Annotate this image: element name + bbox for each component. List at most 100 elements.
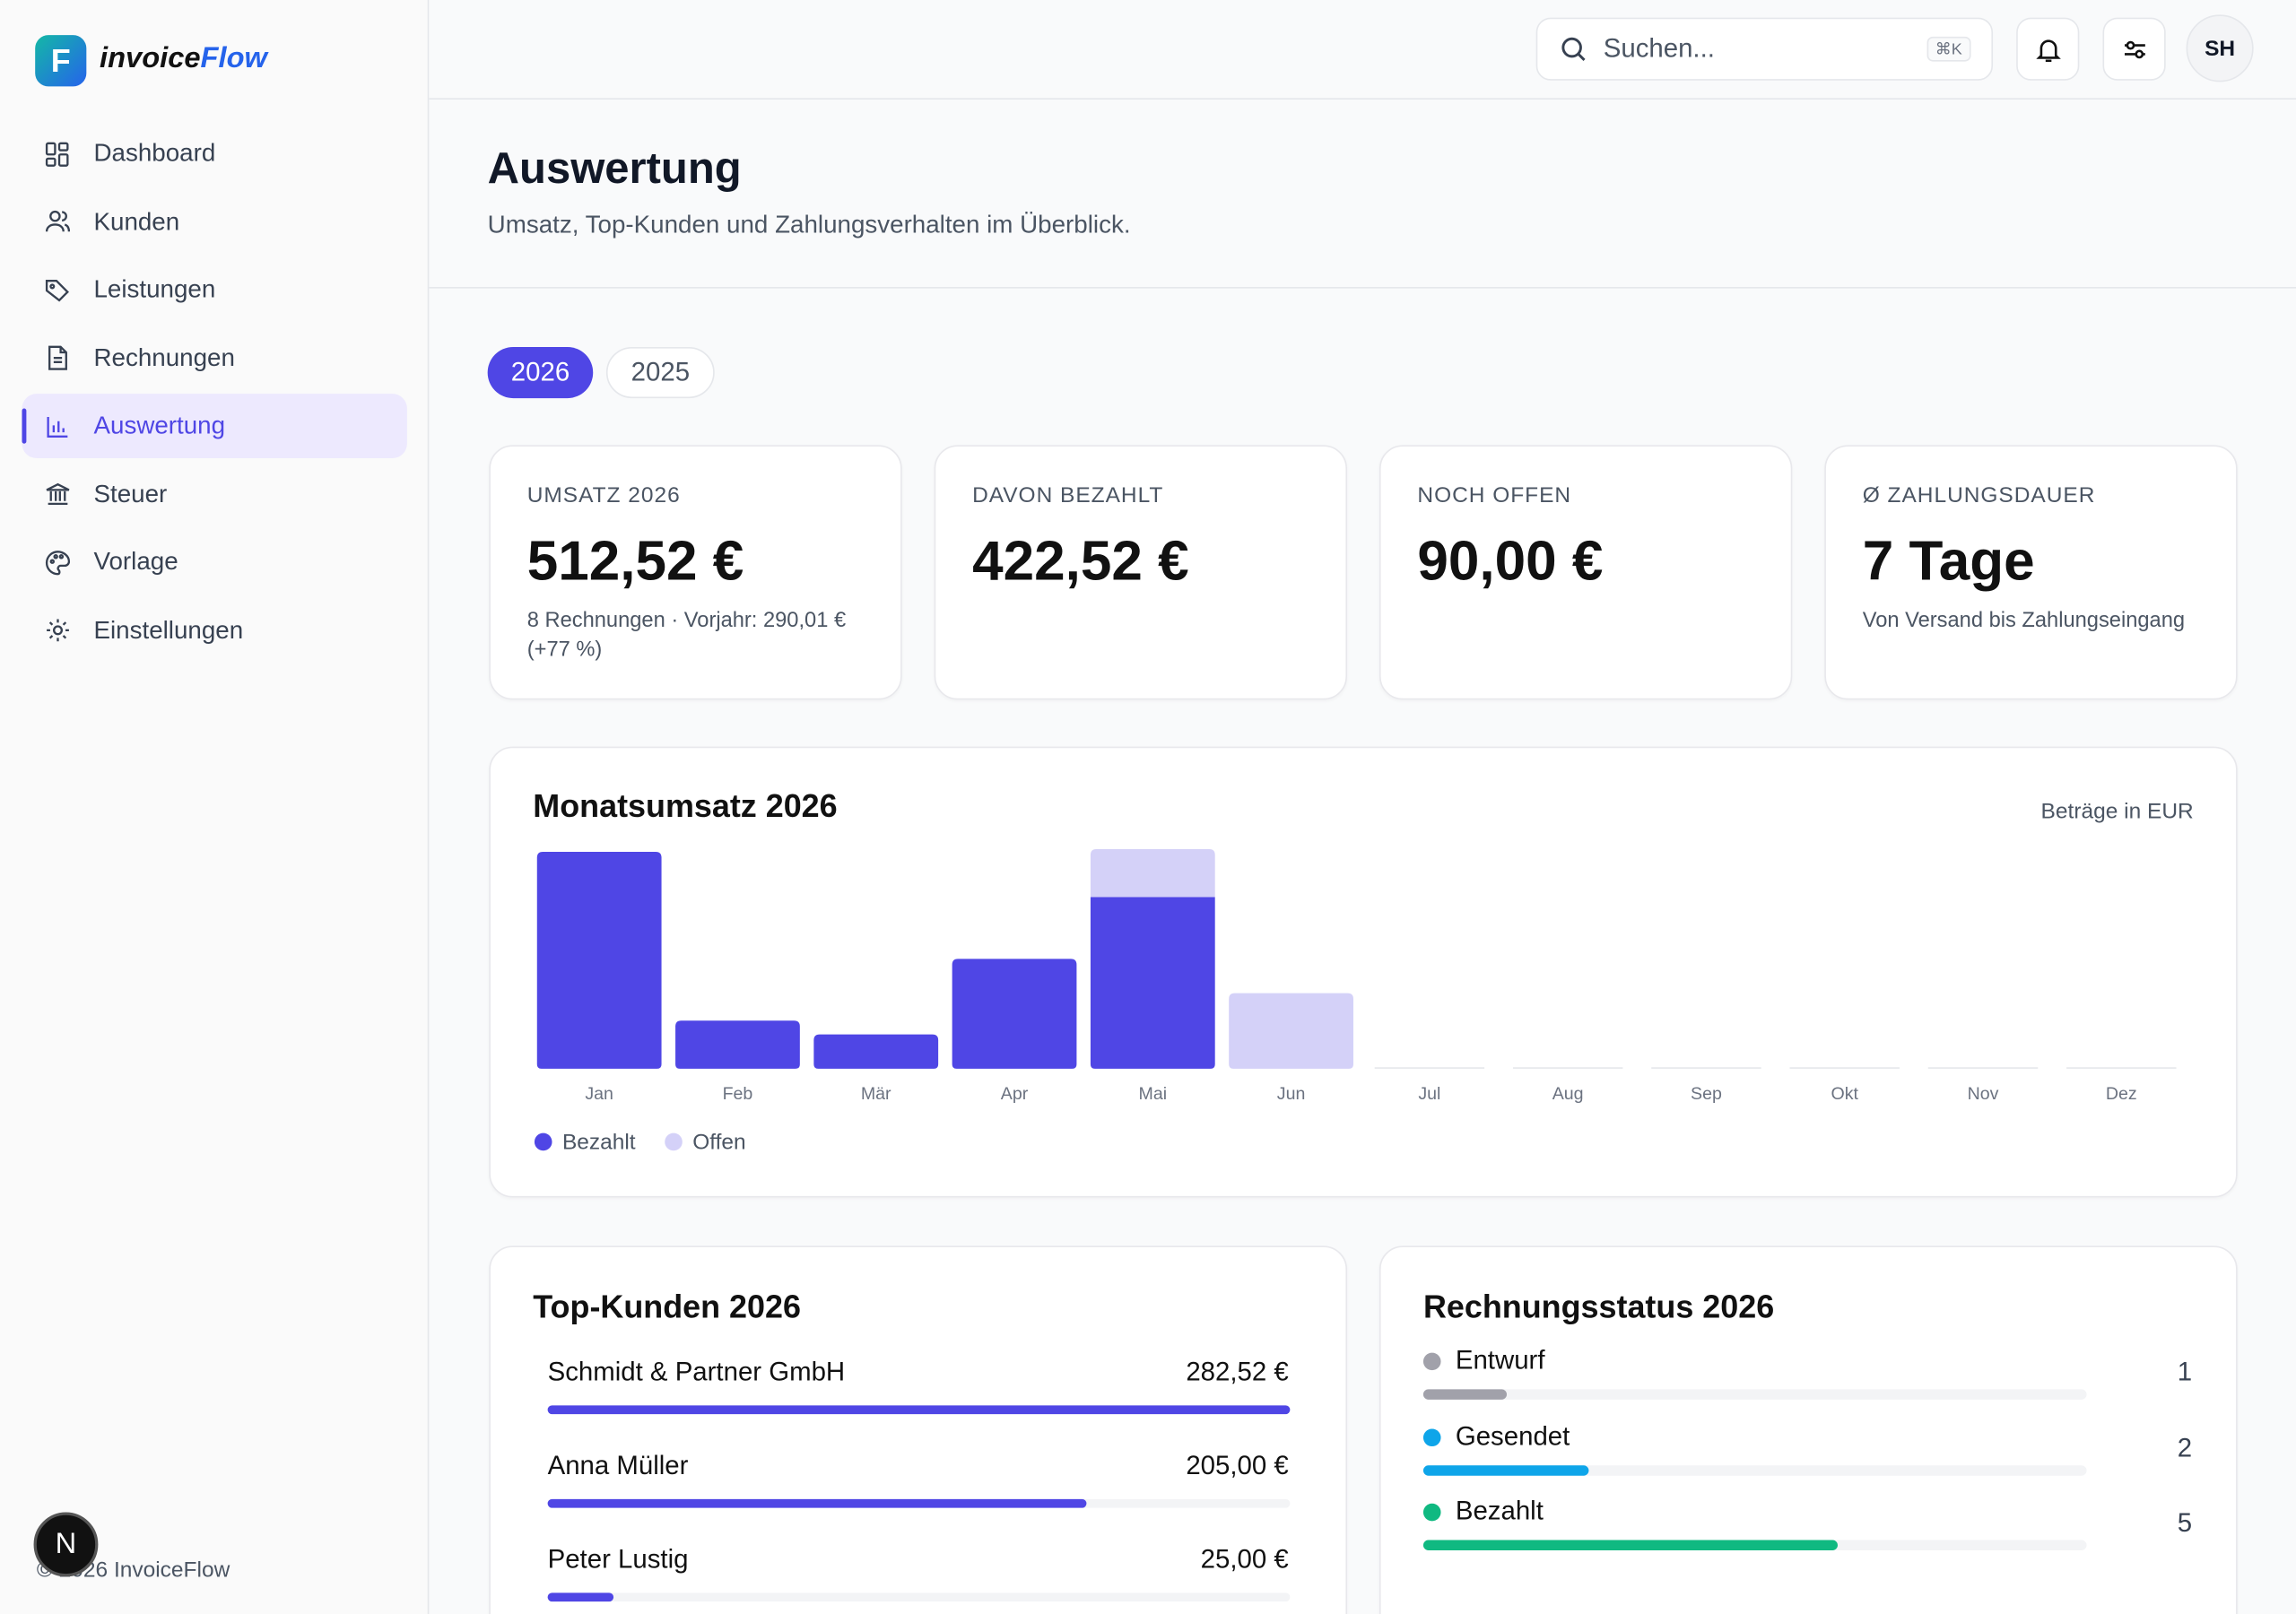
status-bar <box>1422 1540 1839 1550</box>
search[interactable]: Suchen... ⌘K <box>1535 17 1994 81</box>
sidebar: F invoiceFlow Dashboard Kunden Leistungen R… <box>0 0 430 1614</box>
year-tab[interactable]: 2026 <box>487 346 594 399</box>
chart-note: Beträge in EUR <box>2040 799 2194 825</box>
status-dot <box>1422 1503 1441 1522</box>
bar-track <box>547 1592 1291 1602</box>
nav-item[interactable]: Kunden <box>22 189 406 254</box>
bar-segment <box>952 959 1077 1069</box>
x-tick-label: Apr <box>1001 1084 1029 1104</box>
customer-bar <box>547 1592 613 1602</box>
nav-item[interactable]: Einstellungen <box>22 598 406 663</box>
customer-name: Peter Lustig <box>547 1544 689 1575</box>
notifications[interactable] <box>2016 17 2080 81</box>
shortcut: ⌘K <box>1926 36 1971 62</box>
nav-item[interactable]: Dashboard <box>22 122 406 187</box>
bar-segment <box>675 1020 800 1069</box>
x-tick-label: Jan <box>585 1084 613 1104</box>
status-count: 1 <box>2177 1357 2193 1387</box>
nav-icon <box>46 482 70 506</box>
customer-bar <box>547 1405 1291 1415</box>
x-tick-label: Jun <box>1277 1084 1306 1104</box>
bar-segment <box>1090 848 1215 898</box>
search-icon <box>1561 36 1586 61</box>
card-title: Top-Kunden 2026 <box>533 1288 801 1325</box>
customer-name: Schmidt & Partner GmbH <box>547 1357 846 1387</box>
nav-item[interactable]: Rechnungen <box>22 325 406 390</box>
customer-bar <box>547 1498 1087 1508</box>
kpi-card: DAVON BEZAHLT 422,52 € <box>934 445 1348 700</box>
kpi-label: UMSATZ 2026 <box>526 482 681 508</box>
nav-icon <box>48 345 67 370</box>
nav-icon <box>45 550 71 575</box>
status-name: Gesendet <box>1455 1420 1570 1451</box>
nav-item[interactable]: Auswertung <box>22 394 407 459</box>
nav-label: Kunden <box>93 207 180 236</box>
card-title: Rechnungsstatus 2026 <box>1422 1288 1775 1325</box>
brand-part: invoice <box>100 42 201 75</box>
top-customers-card: Top-Kunden 2026 Schmidt & Partner GmbH 28… <box>489 1245 1348 1614</box>
nav-label: Steuer <box>93 479 168 508</box>
nav-icon <box>45 141 69 166</box>
dev-badge[interactable]: N <box>33 1512 99 1577</box>
x-tick-label: Okt <box>1831 1084 1859 1104</box>
x-tick-label: Mär <box>861 1084 891 1104</box>
legend-swatch <box>665 1132 683 1151</box>
search-placeholder: Suchen... <box>1603 33 1715 64</box>
status-bar <box>1422 1389 1507 1400</box>
nav-label: Dashboard <box>93 139 216 168</box>
divider <box>429 287 2296 289</box>
kpi-card: NOCH OFFEN 90,00 € <box>1378 445 1793 700</box>
nav-item[interactable]: Vorlage <box>22 530 406 594</box>
nav-item[interactable]: Steuer <box>22 462 406 526</box>
x-tick-label: Jul <box>1418 1084 1440 1104</box>
bar-segment <box>1090 897 1215 1069</box>
nav-label: Vorlage <box>93 547 178 576</box>
sliders-icon <box>2124 39 2145 58</box>
kpi-value: 90,00 € <box>1417 531 1604 594</box>
kpi-note: Von Versand bis Zahlungseingang <box>1862 609 2186 633</box>
nav-label: Auswertung <box>93 411 226 439</box>
brand-part: Flow <box>200 42 267 75</box>
avatar[interactable]: SH <box>2186 14 2254 82</box>
settings-toggle[interactable] <box>2102 17 2166 81</box>
bar-segment <box>813 1034 939 1069</box>
brand-name: invoiceFlow <box>100 42 267 76</box>
customer-amount: 282,52 € <box>1186 1357 1289 1387</box>
page-title: Auswertung <box>487 144 742 194</box>
x-tick-label: Nov <box>1968 1084 1999 1104</box>
kpi-label: NOCH OFFEN <box>1417 482 1572 508</box>
kpi-value: 512,52 € <box>526 531 744 594</box>
customer-amount: 25,00 € <box>1200 1544 1289 1575</box>
x-tick-label: Sep <box>1691 1084 1722 1104</box>
year-tab[interactable]: 2025 <box>605 346 715 399</box>
chart-title: Monatsumsatz 2026 <box>533 787 838 825</box>
logo[interactable]: F <box>35 35 87 87</box>
status-name: Bezahlt <box>1455 1496 1544 1526</box>
kpi-card: UMSATZ 2026 512,52 € 8 Rechnungen · Vorjah… <box>489 445 902 700</box>
page-subtitle: Umsatz, Top-Kunden und Zahlungsverhalten… <box>487 211 1131 239</box>
bar-segment <box>1229 993 1353 1069</box>
nav-label: Rechnungen <box>93 343 235 371</box>
kpi-label: Ø ZAHLUNGSDAUER <box>1862 482 2096 508</box>
nav-label: Leistungen <box>93 274 216 303</box>
bar-track <box>1422 1389 2087 1400</box>
legend-label: Bezahlt <box>562 1131 636 1155</box>
chart: Jan Feb Mär Apr Mai Jun Jul Aug Sep Okt Nov Dez Beza… <box>534 848 2177 1155</box>
bar-segment <box>536 851 662 1069</box>
nav-icon <box>47 416 68 438</box>
status-dot <box>1422 1427 1441 1446</box>
legend-swatch <box>534 1132 552 1151</box>
x-tick-label: Mai <box>1139 1084 1168 1104</box>
kpi-note: 8 Rechnungen · Vorjahr: 290,01 € (+77 %) <box>526 609 847 662</box>
nav-item[interactable]: Leistungen <box>22 257 406 322</box>
x-tick-label: Feb <box>723 1084 753 1104</box>
nav-icon <box>47 619 69 642</box>
nav-icon <box>45 279 69 301</box>
x-tick-label: Aug <box>1552 1084 1584 1104</box>
customer-name: Anna Müller <box>547 1450 689 1480</box>
kpi-value: 422,52 € <box>972 531 1189 594</box>
status-bar <box>1422 1464 1589 1475</box>
status-name: Entwurf <box>1455 1345 1545 1375</box>
bar-track <box>1422 1464 2087 1475</box>
